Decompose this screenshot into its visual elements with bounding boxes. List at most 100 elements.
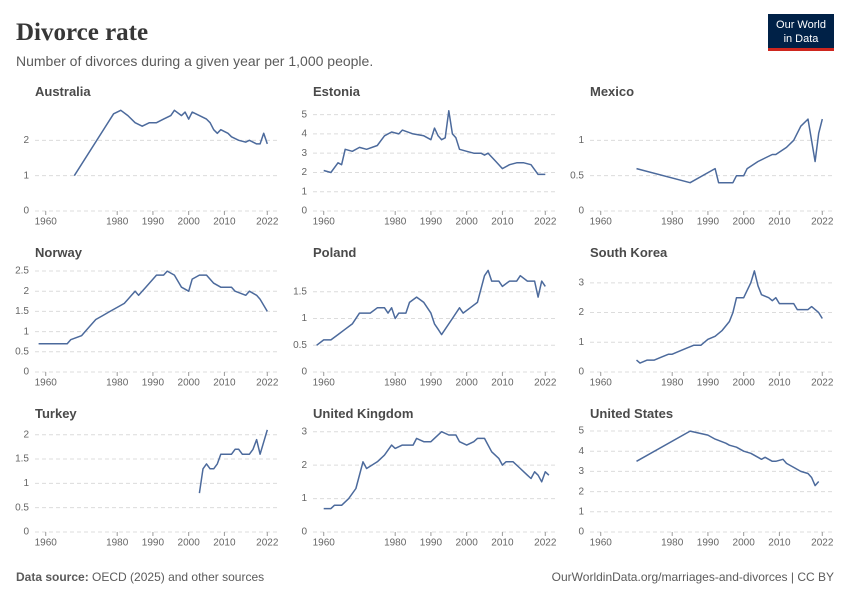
y-tick-label: 2 xyxy=(578,486,584,497)
x-tick-label: 1980 xyxy=(661,538,684,549)
panel-title: United Kingdom xyxy=(313,406,413,421)
x-tick-label: 2022 xyxy=(811,538,834,549)
series-line xyxy=(323,430,550,510)
x-tick-label: 1960 xyxy=(313,217,336,228)
x-tick-label: 1980 xyxy=(106,378,129,389)
x-tick-label: 2000 xyxy=(178,538,201,549)
panel-title: South Korea xyxy=(590,245,668,260)
y-tick-label: 0.5 xyxy=(293,340,307,351)
series-line xyxy=(636,430,820,487)
y-tick-label: 1 xyxy=(578,337,584,348)
y-tick-label: 2 xyxy=(301,167,307,178)
x-tick-label: 1990 xyxy=(420,217,443,228)
panel-title: Norway xyxy=(35,245,83,260)
y-tick-label: 4 xyxy=(578,446,584,457)
x-tick-label: 1980 xyxy=(384,538,407,549)
y-tick-label: 1.5 xyxy=(15,454,29,465)
source: Data source: OECD (2025) and other sourc… xyxy=(16,570,264,584)
x-tick-label: 2000 xyxy=(178,217,201,228)
x-tick-label: 2022 xyxy=(534,217,557,228)
y-tick-label: 1 xyxy=(23,326,29,337)
series-line xyxy=(636,118,824,184)
series-line xyxy=(636,270,823,364)
x-tick-label: 2000 xyxy=(456,378,479,389)
x-tick-label: 2000 xyxy=(733,378,756,389)
x-tick-label: 1960 xyxy=(35,217,58,228)
x-tick-label: 1990 xyxy=(142,378,165,389)
x-tick-label: 2022 xyxy=(256,538,279,549)
y-tick-label: 2 xyxy=(23,429,29,440)
x-tick-label: 1960 xyxy=(590,378,613,389)
x-tick-label: 1990 xyxy=(142,217,165,228)
y-tick-label: 0.5 xyxy=(15,502,29,513)
x-tick-label: 1990 xyxy=(142,538,165,549)
y-tick-label: 1.5 xyxy=(293,286,307,297)
y-tick-label: 0 xyxy=(578,206,584,217)
logo-text: Our World xyxy=(776,19,826,31)
x-tick-label: 1990 xyxy=(420,538,443,549)
x-tick-label: 2010 xyxy=(768,538,791,549)
subtitle: Number of divorces during a given year p… xyxy=(16,53,373,69)
y-tick-label: 2 xyxy=(23,135,29,146)
y-tick-label: 5 xyxy=(301,109,307,120)
y-tick-label: 2 xyxy=(578,307,584,318)
y-tick-label: 0 xyxy=(23,367,29,378)
logo-box xyxy=(768,14,834,50)
y-tick-label: 0 xyxy=(301,367,307,378)
x-tick-label: 2010 xyxy=(491,217,514,228)
logo[interactable]: Our World in Data xyxy=(768,14,834,51)
y-tick-label: 1 xyxy=(578,506,584,517)
y-tick-label: 4 xyxy=(301,129,307,140)
x-tick-label: 2010 xyxy=(213,538,236,549)
x-tick-label: 2000 xyxy=(178,378,201,389)
x-tick-label: 2000 xyxy=(456,538,479,549)
y-tick-label: 1.5 xyxy=(15,306,29,317)
x-tick-label: 1990 xyxy=(697,538,720,549)
x-tick-label: 2022 xyxy=(811,217,834,228)
y-tick-label: 0.5 xyxy=(15,346,29,357)
series-line xyxy=(198,429,269,494)
x-tick-label: 2000 xyxy=(733,538,756,549)
y-tick-label: 2.5 xyxy=(15,266,29,277)
logo-bar xyxy=(768,48,834,51)
y-tick-label: 3 xyxy=(301,426,307,437)
y-tick-label: 1 xyxy=(23,478,29,489)
panel-title: Mexico xyxy=(590,84,634,99)
x-tick-label: 1960 xyxy=(35,538,58,549)
y-tick-label: 1 xyxy=(301,186,307,197)
x-tick-label: 2022 xyxy=(534,538,557,549)
source-text: OECD (2025) and other sources xyxy=(92,570,264,584)
x-tick-label: 1990 xyxy=(697,217,720,228)
y-tick-label: 1 xyxy=(23,170,29,181)
x-tick-label: 2010 xyxy=(491,378,514,389)
panel-title: Estonia xyxy=(313,84,361,99)
y-tick-label: 1 xyxy=(578,135,584,146)
series-line xyxy=(73,109,269,177)
x-tick-label: 2010 xyxy=(491,538,514,549)
y-tick-label: 3 xyxy=(578,466,584,477)
x-tick-label: 1980 xyxy=(106,538,129,549)
y-tick-label: 2 xyxy=(23,286,29,297)
panel-title: United States xyxy=(590,406,673,421)
series-line xyxy=(38,270,268,345)
x-tick-label: 1980 xyxy=(661,378,684,389)
x-tick-label: 2022 xyxy=(811,378,834,389)
y-tick-label: 0.5 xyxy=(570,170,584,181)
x-tick-label: 1980 xyxy=(106,217,129,228)
source-label: Data source: xyxy=(16,570,89,584)
x-tick-label: 1960 xyxy=(313,378,336,389)
y-tick-label: 0 xyxy=(578,367,584,378)
y-tick-label: 0 xyxy=(23,206,29,217)
y-tick-label: 0 xyxy=(301,206,307,217)
url[interactable]: OurWorldinData.org/marriages-and-divorce… xyxy=(552,570,834,584)
x-tick-label: 1980 xyxy=(661,217,684,228)
y-tick-label: 3 xyxy=(578,277,584,288)
y-tick-label: 2 xyxy=(301,460,307,471)
x-tick-label: 1960 xyxy=(590,538,613,549)
title: Divorce rate xyxy=(16,19,148,46)
y-tick-label: 0 xyxy=(578,527,584,538)
y-tick-label: 1 xyxy=(301,313,307,324)
y-tick-label: 0 xyxy=(23,527,29,538)
panel-title: Australia xyxy=(35,84,91,99)
